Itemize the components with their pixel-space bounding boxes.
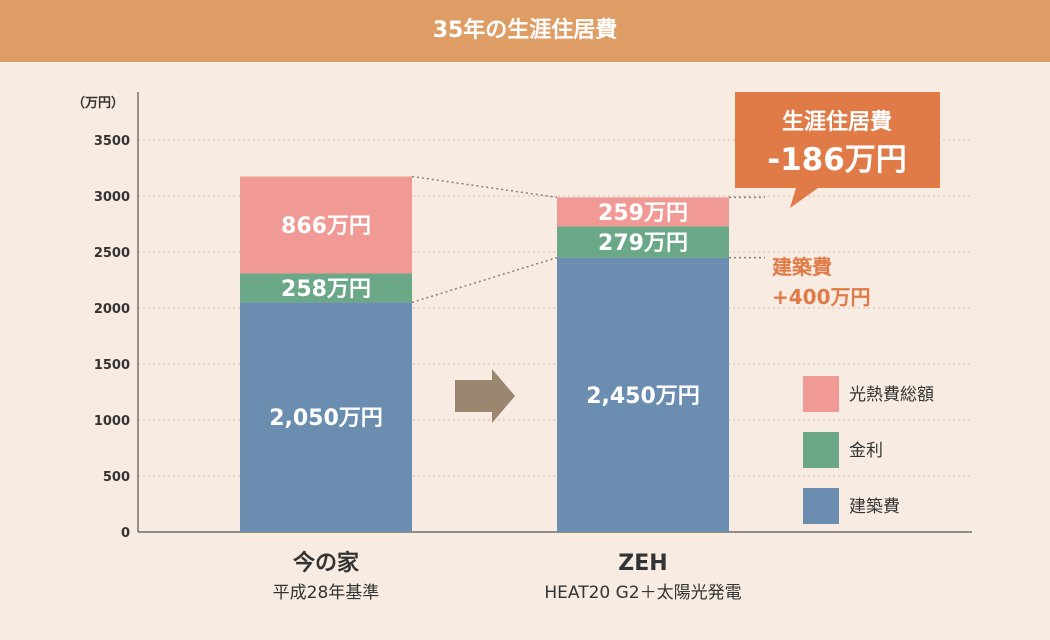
grid-lines bbox=[138, 139, 972, 477]
data-label: 866万円 bbox=[281, 214, 371, 239]
y-tick-label: 3000 bbox=[94, 190, 130, 205]
bar-segment bbox=[557, 226, 729, 258]
y-tick-label: 1000 bbox=[94, 414, 130, 429]
bar-segment bbox=[557, 257, 729, 532]
callout-value: -186万円 bbox=[767, 142, 907, 178]
legend-label: 金利 bbox=[849, 441, 883, 461]
category-sublabel: HEAT20 G2＋太陽光発電 bbox=[544, 583, 741, 603]
arrow-icon bbox=[455, 369, 515, 423]
bar-segment bbox=[557, 197, 729, 227]
data-label: 279万円 bbox=[598, 231, 688, 256]
callout-box bbox=[735, 92, 940, 208]
bars bbox=[240, 176, 729, 532]
legend-swatch bbox=[803, 376, 839, 412]
data-label: 258万円 bbox=[281, 277, 371, 302]
y-tick-label: 500 bbox=[103, 470, 130, 485]
connector-line bbox=[411, 256, 558, 304]
bar-segment bbox=[240, 273, 412, 303]
y-axis-unit: （万円） bbox=[72, 95, 124, 111]
data-label: 2,450万円 bbox=[586, 384, 700, 409]
bar-labels: 2,050万円 258万円 866万円 2,450万円 279万円 259万円 bbox=[269, 201, 700, 431]
page-title: 35年の生涯住居費 bbox=[432, 18, 618, 43]
header-bar bbox=[0, 0, 1050, 62]
category-label: ZEH bbox=[618, 551, 667, 576]
axes: 0 500 1000 1500 2000 2500 3000 3500 （万円） bbox=[72, 92, 972, 541]
legend-label: 建築費 bbox=[849, 497, 900, 517]
connector-line bbox=[411, 175, 558, 199]
data-label: 259万円 bbox=[598, 201, 688, 226]
construction-diff-title: 建築費 bbox=[772, 255, 832, 279]
category-sublabel: 平成28年基準 bbox=[273, 583, 380, 603]
legend-label: 光熱費総額 bbox=[849, 385, 934, 405]
bar-segment bbox=[240, 302, 412, 532]
data-label: 2,050万円 bbox=[269, 406, 383, 431]
category-label: 今の家 bbox=[293, 550, 360, 576]
y-tick-label: 0 bbox=[121, 526, 130, 541]
y-tick-label: 2000 bbox=[94, 302, 130, 317]
legend-swatch bbox=[803, 488, 839, 524]
bar-segment bbox=[240, 176, 412, 274]
legend-swatch bbox=[803, 432, 839, 468]
y-tick-label: 3500 bbox=[94, 134, 130, 149]
construction-diff-value: +400万円 bbox=[772, 285, 871, 309]
y-tick-label: 2500 bbox=[94, 246, 130, 261]
callout-title: 生涯住居費 bbox=[782, 109, 892, 135]
y-tick-label: 1500 bbox=[94, 358, 130, 373]
